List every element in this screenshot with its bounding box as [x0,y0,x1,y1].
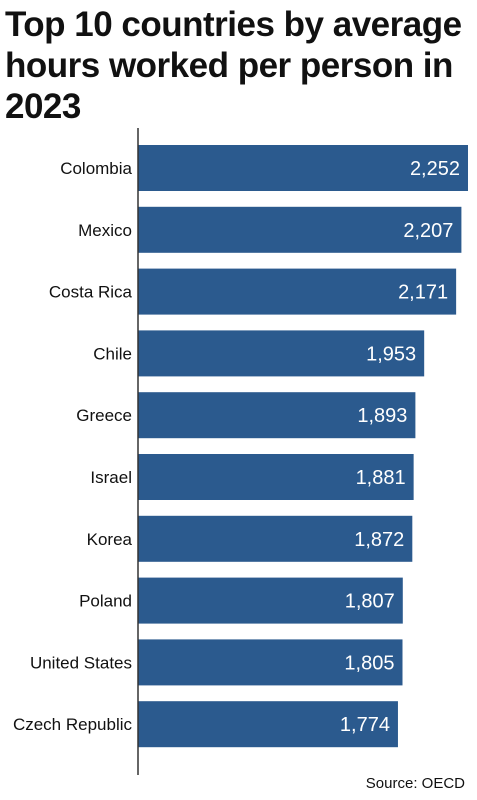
bar-colombia [138,145,468,191]
bars-layer: Colombia 2,252 Mexico 2,207 Costa Rica 2,171 C… [13,145,468,748]
source-note: Source: OECD [365,775,465,792]
bar-czech-republic [138,701,398,748]
bar-mexico [138,206,462,253]
value-label: 1,872 [354,529,404,551]
value-label: 1,774 [340,714,390,736]
bar-korea [138,515,413,562]
value-label: 2,252 [410,158,460,180]
value-label: 1,953 [366,343,416,365]
value-label: 2,171 [398,282,448,304]
bar-chile [138,330,425,377]
value-label: 1,807 [345,591,395,613]
category-label: Czech Republic [13,715,133,734]
value-label: 1,805 [344,652,394,674]
category-label: Korea [87,530,133,549]
bar-greece [138,392,416,439]
category-label: United States [30,653,132,672]
category-label: Greece [76,406,132,425]
category-label: Mexico [78,221,132,240]
category-label: Israel [90,468,132,487]
bar-united-states [138,639,403,686]
category-label: Costa Rica [49,283,133,302]
value-label: 1,881 [356,467,406,489]
bar-costa-rica [138,268,457,315]
bar-israel [138,454,414,500]
value-label: 1,893 [357,405,407,427]
bar-poland [138,577,403,624]
category-label: Colombia [60,159,132,178]
category-label: Chile [93,344,132,363]
chart-title: Top 10 countries by average hours worked… [5,5,462,126]
category-label: Poland [79,592,132,611]
value-label: 2,207 [403,220,453,242]
